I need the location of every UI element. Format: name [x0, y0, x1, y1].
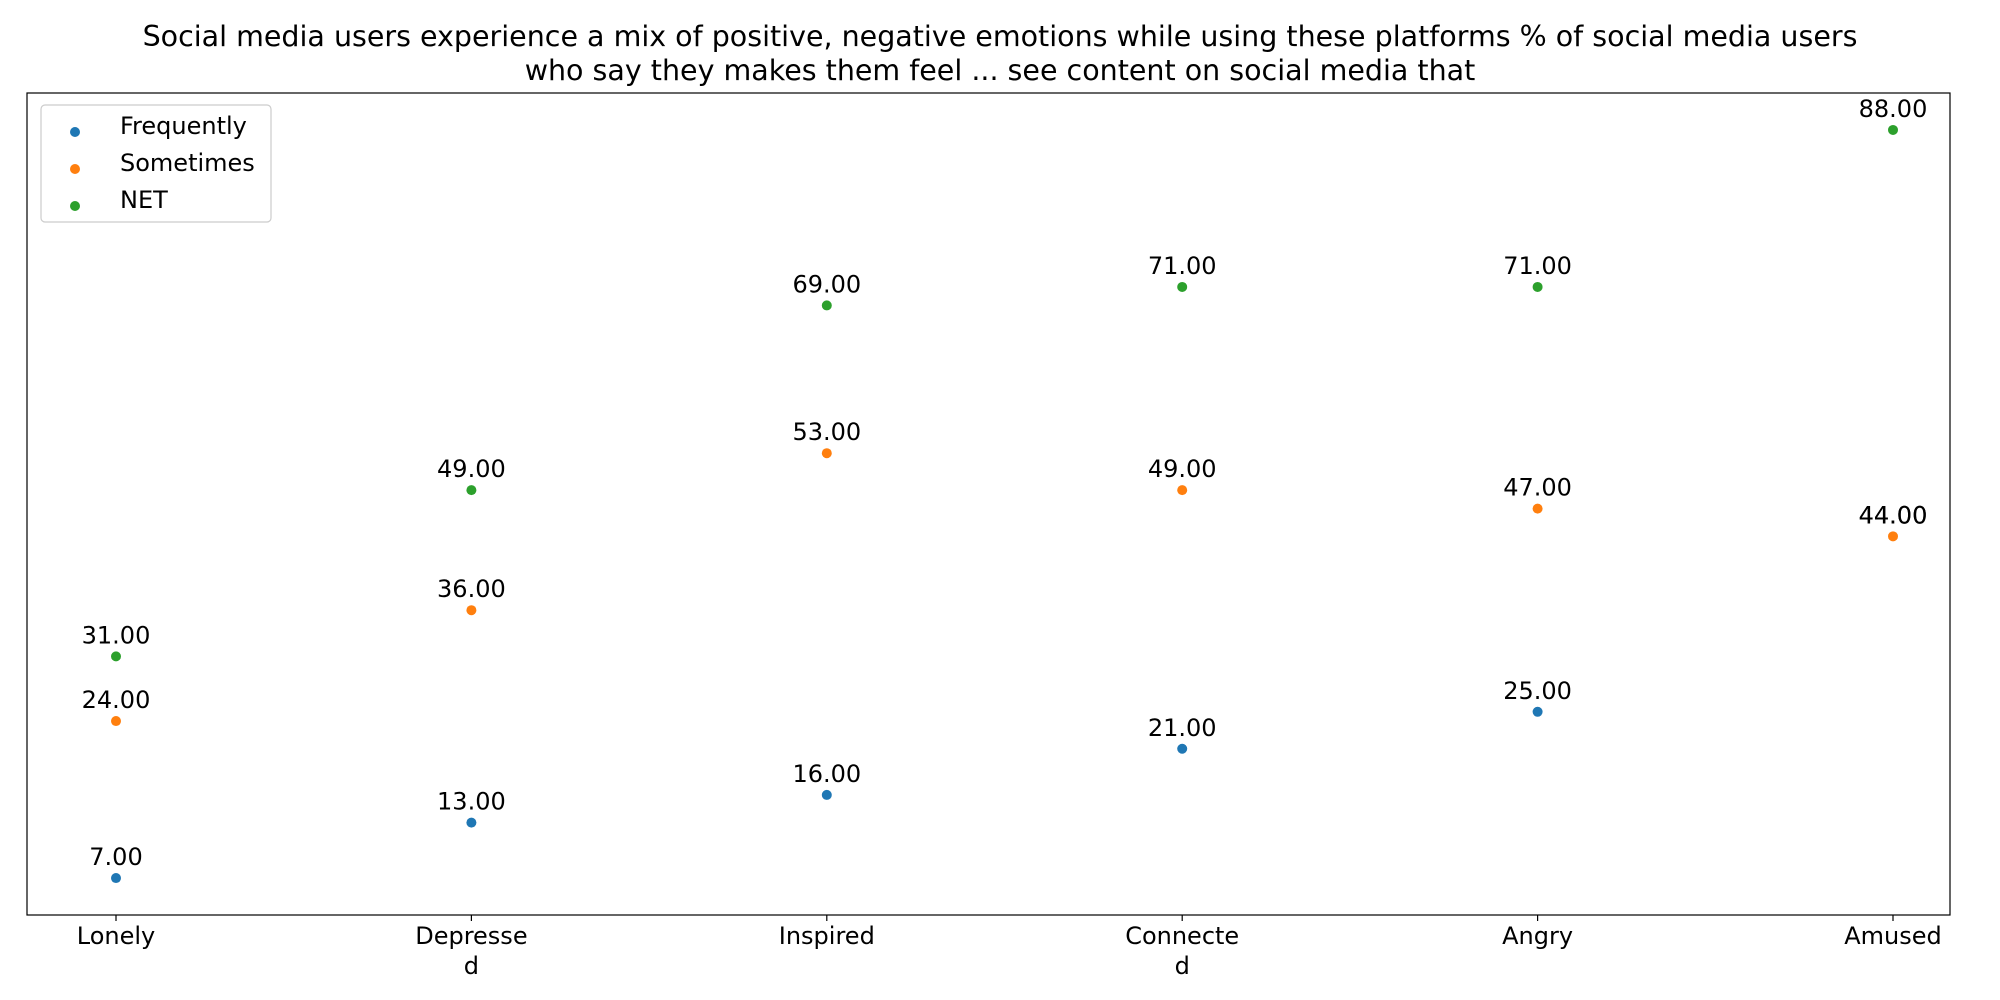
data-label-frequently-depressed: 13.00 — [437, 788, 506, 816]
data-label-sometimes-angry: 47.00 — [1503, 474, 1572, 502]
x-tick-label-lonely: Lonely — [77, 922, 155, 950]
data-label-net-lonely: 31.00 — [82, 621, 151, 649]
point-sometimes-connected — [1177, 485, 1188, 496]
data-points — [111, 124, 1898, 884]
data-label-sometimes-lonely: 24.00 — [82, 686, 151, 714]
legend-frame — [40, 104, 272, 223]
x-tick-label-depressed-part-1: Depresse — [415, 922, 527, 950]
point-sometimes-lonely — [111, 716, 121, 727]
data-label-net-inspired: 69.00 — [792, 270, 861, 298]
point-frequently-inspired — [821, 789, 832, 800]
data-label-sometimes-amused: 44.00 — [1859, 501, 1928, 529]
point-frequently-depressed — [466, 817, 477, 828]
point-net-connected — [1177, 281, 1188, 292]
point-net-lonely — [111, 651, 121, 662]
legend-label-net: NET — [120, 186, 168, 214]
data-label-sometimes-depressed: 36.00 — [437, 575, 506, 603]
legend-marker-frequently — [70, 127, 80, 137]
x-tick-label-angry: Angry — [1502, 922, 1573, 950]
x-tick-label-inspired: Inspired — [779, 922, 875, 950]
data-label-frequently-inspired: 16.00 — [792, 760, 861, 788]
point-net-amused — [1888, 124, 1898, 135]
legend-marker-sometimes — [70, 164, 80, 174]
x-tick-label-depressed-part-2: d — [464, 952, 479, 980]
legend-label-sometimes: Sometimes — [120, 149, 255, 177]
data-label-frequently-lonely: 7.00 — [89, 843, 142, 871]
x-tick-label-connected-part-2: d — [1175, 952, 1190, 980]
chart-title: Social media users experience a mix of p… — [0, 20, 2000, 88]
x-tick-label-amused: Amused — [1844, 922, 1942, 950]
point-frequently-angry — [1532, 706, 1543, 717]
data-label-net-amused: 88.00 — [1859, 95, 1928, 123]
data-labels: 7.00 13.00 16.00 21.00 25.00 24.00 36.00 53.00 4… — [82, 95, 1928, 871]
data-label-frequently-connected: 21.00 — [1148, 714, 1217, 742]
point-net-inspired — [821, 300, 832, 311]
chart-title-line-2: who say they makes them feel ... see con… — [524, 54, 1476, 87]
point-sometimes-amused — [1888, 531, 1898, 542]
chart-title-line-1: Social media users experience a mix of p… — [142, 20, 1858, 53]
data-label-frequently-angry: 25.00 — [1503, 677, 1572, 705]
point-frequently-lonely — [111, 873, 121, 884]
data-label-sometimes-inspired: 53.00 — [792, 418, 861, 446]
point-sometimes-angry — [1532, 503, 1543, 514]
point-sometimes-inspired — [821, 448, 832, 459]
data-label-net-angry: 71.00 — [1503, 252, 1572, 280]
point-net-depressed — [466, 485, 477, 496]
point-sometimes-depressed — [466, 605, 477, 616]
data-label-net-depressed: 49.00 — [437, 455, 506, 483]
point-frequently-connected — [1177, 743, 1188, 754]
data-label-net-connected: 71.00 — [1148, 252, 1217, 280]
data-label-sometimes-connected: 49.00 — [1148, 455, 1217, 483]
legend-marker-net — [70, 201, 80, 211]
legend-label-frequently: Frequently — [120, 112, 247, 140]
point-net-angry — [1532, 281, 1543, 292]
plot-area-frame — [26, 92, 1951, 916]
extra-data-label-amused-0: 44.00 — [1859, 501, 1928, 529]
x-tick-label-connected-part-1: Connecte — [1125, 922, 1239, 950]
legend: Frequently Sometimes NET — [40, 104, 272, 223]
